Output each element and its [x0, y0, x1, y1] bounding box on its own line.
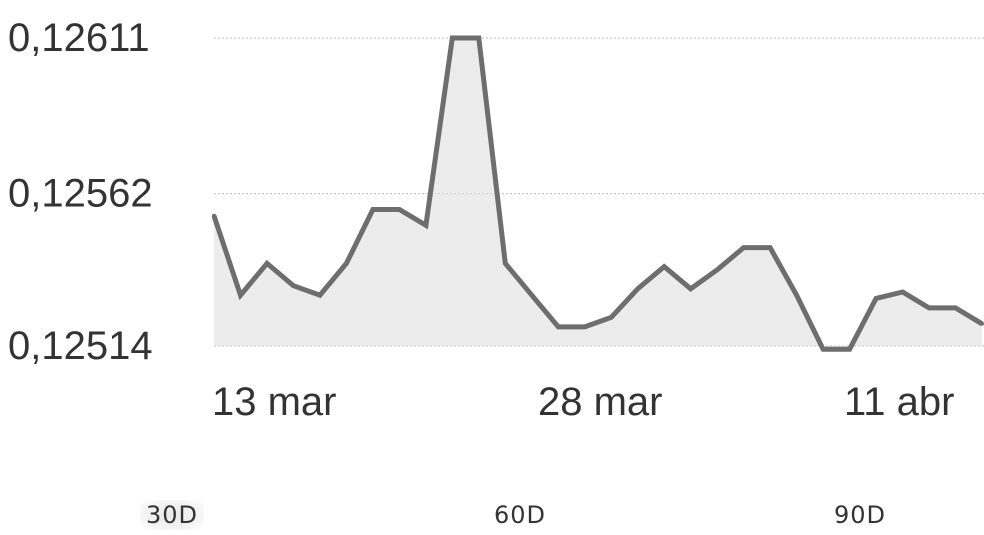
data-point [688, 286, 693, 291]
data-point [423, 223, 428, 228]
data-point [291, 283, 296, 288]
data-point [794, 293, 799, 298]
data-point [635, 286, 640, 291]
range-selector: 30D 60D 90D [0, 500, 984, 530]
x-tick-label: 13 mar [212, 380, 337, 424]
data-point [927, 305, 931, 310]
y-axis-ticks: 0,12611 0,12562 0,12514 [8, 16, 153, 368]
data-point [476, 36, 481, 40]
x-tick-label: 11 abr [844, 380, 954, 424]
data-point [582, 324, 587, 329]
y-tick-label: 0,12514 [8, 324, 153, 368]
data-point [529, 293, 534, 298]
data-point [370, 207, 375, 212]
x-tick-label: 28 mar [538, 380, 663, 424]
range-tab-90d[interactable]: 90D [834, 501, 887, 529]
data-point [503, 261, 508, 266]
y-tick-label: 0,12562 [8, 172, 153, 216]
area-fill-layer [214, 38, 982, 350]
data-point [847, 347, 852, 352]
data-point [397, 207, 402, 212]
data-point [212, 213, 216, 218]
data-point [741, 245, 746, 250]
series-line [211, 35, 984, 352]
data-point [556, 324, 561, 329]
data-point [821, 347, 826, 352]
data-point [450, 36, 455, 40]
data-point [317, 293, 322, 298]
data-point [662, 264, 667, 269]
data-point [344, 261, 349, 266]
range-tab-30d[interactable]: 30D [140, 500, 205, 530]
data-point [609, 315, 614, 320]
data-point [980, 321, 984, 326]
range-tab-60d[interactable]: 60D [494, 501, 547, 529]
series-line-layer [211, 35, 984, 352]
data-point [953, 305, 958, 310]
data-point [715, 267, 720, 272]
data-point [900, 290, 905, 294]
series-area [214, 38, 982, 350]
data-point [238, 293, 243, 298]
data-point [768, 245, 773, 250]
y-tick-label: 0,12611 [8, 16, 150, 60]
x-axis-ticks: 13 mar 28 mar 11 abr [212, 380, 954, 424]
data-point [265, 261, 269, 266]
data-point [874, 296, 879, 301]
